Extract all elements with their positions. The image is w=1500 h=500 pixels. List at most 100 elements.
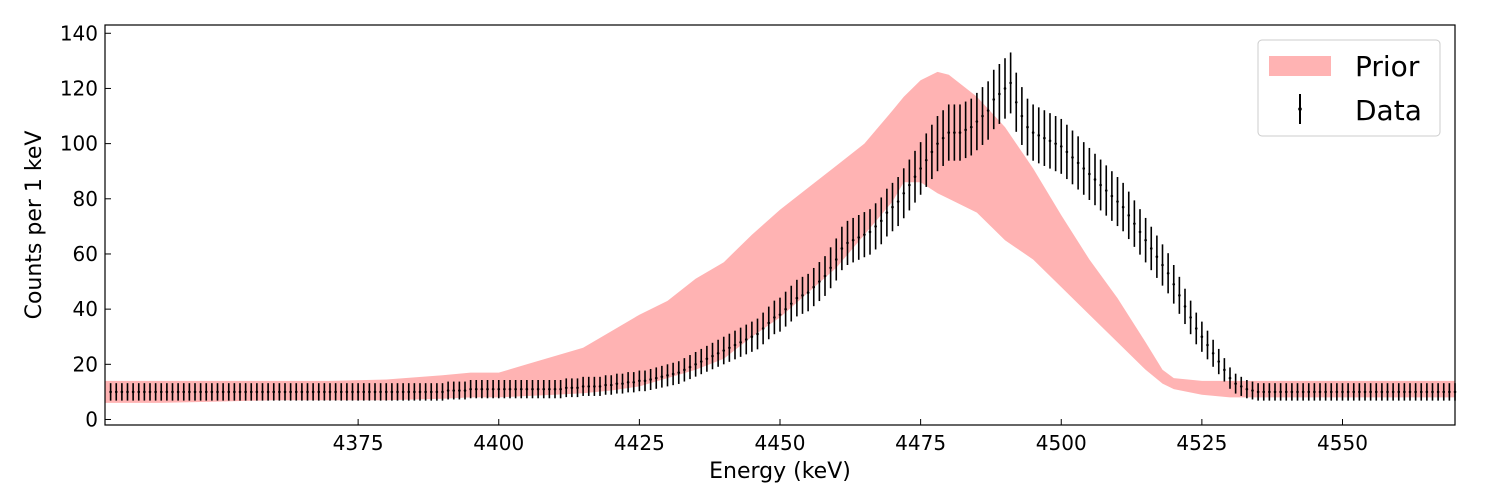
x-tick-label: 4475 <box>895 431 946 455</box>
data-point <box>1003 58 1007 119</box>
x-tick: 4475 <box>895 419 946 455</box>
data-point <box>553 379 557 399</box>
data-point <box>998 63 1001 124</box>
x-tick: 4550 <box>1317 419 1368 455</box>
data-point <box>469 379 472 399</box>
data-point <box>418 383 422 401</box>
data-point <box>328 383 332 401</box>
data-point <box>407 383 411 401</box>
data-point <box>171 383 174 401</box>
data-point <box>1245 379 1249 399</box>
data-point <box>728 333 731 362</box>
data-point <box>649 368 652 390</box>
data-point <box>1194 312 1198 345</box>
data-point <box>1093 153 1097 206</box>
data-point <box>1335 383 1339 401</box>
data-point <box>137 383 141 401</box>
y-ticks: 0 20 40 60 80 100 120 140 <box>60 21 111 431</box>
data-point <box>1149 226 1153 271</box>
data-point <box>1307 383 1311 401</box>
data-point <box>1301 383 1305 401</box>
data-point <box>654 367 658 389</box>
data-point <box>666 364 669 387</box>
data-point <box>1363 383 1367 401</box>
data-point <box>294 383 298 401</box>
data-point <box>924 133 928 187</box>
data-point <box>486 379 489 399</box>
data-point <box>1279 383 1282 401</box>
data-point <box>593 376 596 396</box>
data-point <box>148 383 152 401</box>
x-tick-label: 4400 <box>473 431 524 455</box>
data-point <box>1403 383 1406 401</box>
y-tick: 60 <box>73 242 111 266</box>
data-point <box>621 373 624 394</box>
data-point <box>379 383 382 401</box>
data-point <box>1414 383 1417 401</box>
data-point <box>1268 383 1271 401</box>
data-point <box>503 379 506 399</box>
data-point <box>857 215 861 260</box>
data-point <box>609 375 613 395</box>
y-tick: 80 <box>73 187 111 211</box>
data-point <box>368 383 371 401</box>
data-point <box>193 383 197 401</box>
data-point <box>109 383 112 401</box>
data-point <box>474 379 478 399</box>
x-tick-label: 4550 <box>1317 431 1368 455</box>
data-point <box>1183 288 1187 325</box>
data-point <box>660 365 664 388</box>
data-point <box>761 312 765 345</box>
data-point <box>1178 276 1181 314</box>
data-point <box>424 383 427 401</box>
x-ticks: 4375 4400 4425 4450 4475 4500 4525 4550 <box>333 419 1368 455</box>
data-point <box>1133 200 1136 247</box>
data-point <box>632 372 636 393</box>
data-point <box>1448 383 1451 401</box>
data-point <box>1009 52 1012 114</box>
x-tick: 4400 <box>473 419 524 455</box>
data-point <box>896 177 900 227</box>
data-point <box>458 381 461 400</box>
data-point <box>795 279 799 317</box>
y-tick-label: 20 <box>73 352 98 376</box>
data-point <box>154 383 157 401</box>
data-point <box>1037 107 1041 164</box>
data-point <box>812 267 816 307</box>
data-point <box>1020 87 1024 145</box>
data-point <box>750 321 754 352</box>
data-point <box>536 379 540 399</box>
data-point <box>818 262 821 302</box>
data-point <box>1251 381 1254 400</box>
data-point <box>879 197 883 245</box>
data-point <box>1436 383 1440 401</box>
data-point <box>384 383 388 401</box>
data-point <box>1442 383 1446 401</box>
x-tick: 4450 <box>755 419 805 455</box>
data-point <box>711 342 714 370</box>
data-point <box>587 376 591 396</box>
data-point <box>289 383 292 401</box>
data-point <box>165 383 169 401</box>
data-point <box>1155 235 1159 278</box>
y-tick: 120 <box>60 76 111 100</box>
data-point <box>891 182 894 232</box>
data-point <box>1211 339 1215 367</box>
data-point <box>345 383 349 401</box>
data-point <box>1352 383 1356 401</box>
data-point <box>756 318 759 350</box>
y-tick-label: 100 <box>60 132 98 156</box>
data-point <box>969 98 973 156</box>
data-point <box>626 372 630 393</box>
data-point <box>199 383 202 401</box>
data-point <box>1419 383 1423 401</box>
legend: Prior Data <box>1257 39 1441 137</box>
data-point <box>1065 124 1069 180</box>
data-point <box>1397 383 1401 401</box>
data-point <box>677 361 681 384</box>
data-point <box>981 87 984 145</box>
data-point <box>1161 244 1164 286</box>
data-point <box>249 383 253 401</box>
data-point <box>919 142 922 195</box>
data-point <box>278 383 281 401</box>
